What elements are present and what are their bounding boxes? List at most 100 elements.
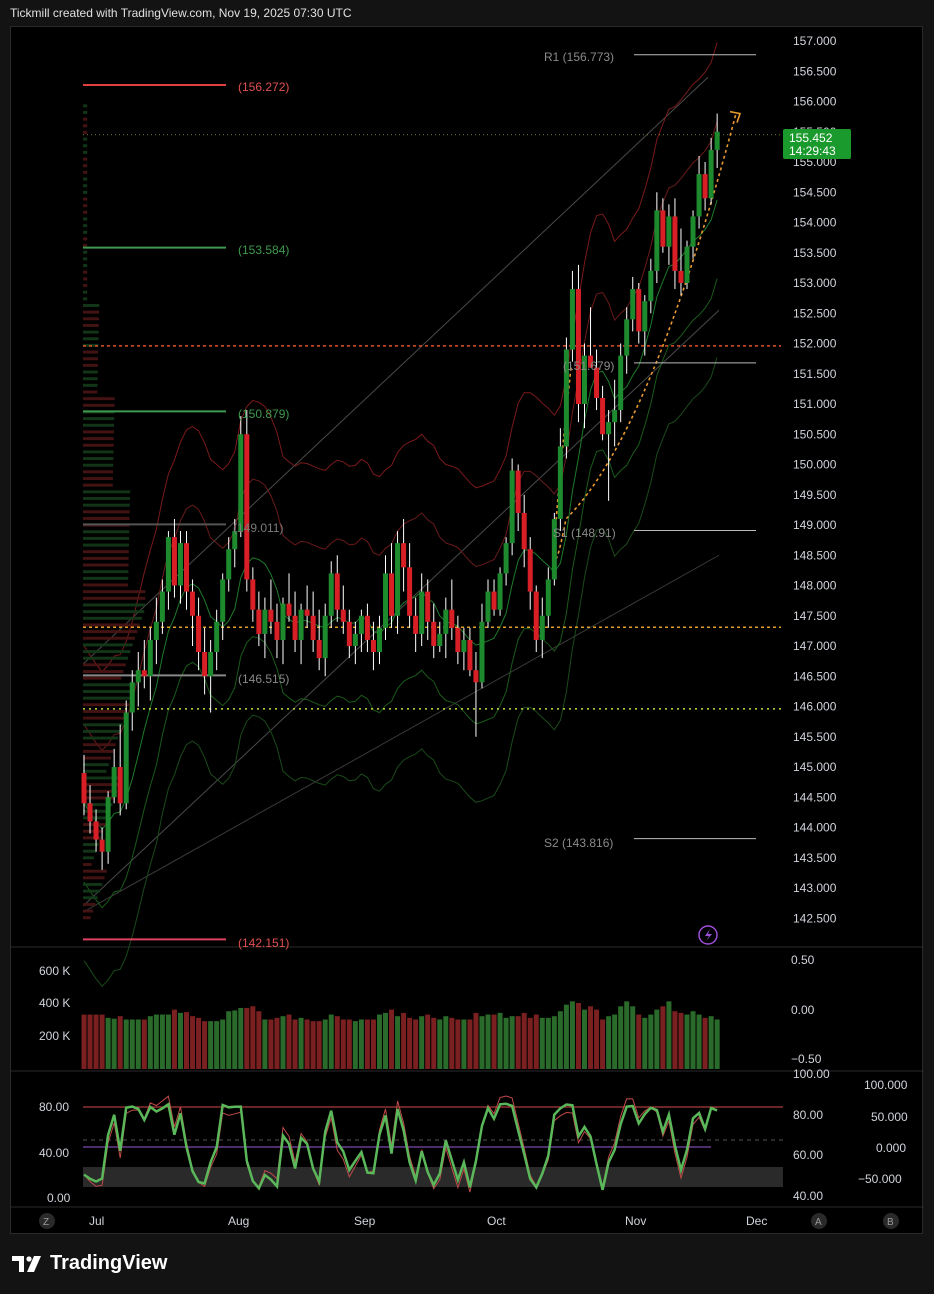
volume-profile-bar	[83, 496, 130, 500]
volume-profile-bar	[83, 570, 129, 574]
candle-body	[545, 579, 551, 616]
volume-profile-bar	[83, 676, 122, 680]
lightning-icon[interactable]	[698, 925, 718, 945]
z-button[interactable]	[39, 1213, 55, 1229]
volume-profile-bar	[83, 397, 115, 401]
volume-bar	[648, 1014, 654, 1069]
candle-body	[93, 821, 99, 840]
volume-profile-bar	[83, 743, 116, 747]
time-axis[interactable]: Jul Aug Sep Oct Nov Dec	[89, 1214, 767, 1228]
b-button[interactable]	[883, 1213, 899, 1229]
candle-body	[129, 682, 135, 713]
vol-tick-400k: 400 K	[39, 996, 70, 1010]
candle-body	[177, 543, 183, 586]
candle-body	[322, 615, 328, 659]
volume-bar	[413, 1019, 419, 1069]
volume-bar	[184, 1012, 190, 1069]
volume-profile-bar	[83, 264, 88, 268]
candle-body	[147, 639, 153, 677]
candle-body	[184, 543, 190, 592]
candle-body	[226, 549, 232, 580]
chart-frame[interactable]: 157.000156.500156.000155.500155.000154.5…	[10, 26, 924, 1235]
volume-profile-bar	[83, 876, 105, 880]
upper-band-inner	[83, 121, 718, 752]
candle-body	[642, 301, 648, 332]
volume-profile-bar	[83, 816, 108, 820]
volume-bar	[545, 1017, 551, 1069]
candle-body	[660, 210, 666, 247]
candle-body	[485, 591, 491, 622]
volume-profile-bar	[83, 403, 115, 407]
price-tick: 142.500	[793, 911, 837, 925]
price-tick: 150.500	[793, 427, 837, 441]
volume-bar	[153, 1014, 159, 1069]
price-tick: 149.500	[793, 488, 837, 502]
price-axis[interactable]: 157.000156.500156.000155.500155.000154.5…	[793, 34, 837, 925]
volume-bar	[467, 1019, 473, 1069]
volume-profile-bar	[83, 689, 135, 693]
volume-bar	[630, 1006, 636, 1069]
candle-body	[250, 579, 256, 610]
volume-bar	[105, 1017, 111, 1069]
candle-body	[527, 549, 533, 592]
current-price-tag	[783, 129, 851, 159]
gray-level-2-label: (146.515)	[238, 672, 289, 686]
a-button[interactable]	[811, 1213, 827, 1229]
chart-header: Tickmill created with TradingView.com, N…	[10, 6, 352, 20]
volume-bar	[196, 1017, 202, 1069]
volume-bar	[123, 1019, 129, 1069]
osc-right-tick-0: 0.000	[876, 1141, 906, 1155]
volume-bar	[654, 1009, 660, 1069]
volume-profile-bar	[83, 490, 131, 494]
volume-profile-bar	[83, 184, 88, 188]
osc-main-line	[83, 1102, 718, 1191]
candle-body	[636, 289, 642, 332]
volume-profile	[83, 104, 146, 920]
volume-profile-bar	[83, 829, 104, 833]
volume-bar	[461, 1019, 467, 1069]
midline-average	[83, 199, 718, 830]
volume-bar	[226, 1011, 232, 1069]
volume-profile-bar	[83, 363, 98, 367]
volume-profile-bar	[83, 224, 88, 228]
candle-body	[208, 652, 214, 677]
candle-body	[135, 670, 141, 683]
volume-profile-bar	[83, 197, 88, 201]
volume-bar	[575, 1003, 581, 1069]
volume-bar	[376, 1014, 382, 1069]
price-tick: 156.000	[793, 95, 837, 109]
price-tick: 148.000	[793, 579, 837, 593]
volume-bar	[93, 1014, 99, 1069]
candle-body	[684, 246, 690, 283]
volume-bar	[491, 1014, 497, 1069]
candle-body	[111, 767, 117, 798]
volume-bar	[588, 1006, 594, 1069]
lower-band-inner	[83, 278, 718, 909]
candle-body	[648, 270, 654, 302]
lower-band-outer	[83, 357, 718, 988]
volume-profile-bar	[83, 536, 130, 540]
osc-tick-40: 40.00	[39, 1146, 69, 1160]
volume-profile-bar	[83, 150, 88, 154]
candle-body	[238, 434, 244, 532]
horizontal-levels	[83, 54, 781, 941]
osc-right-tick-100: 100.000	[864, 1078, 908, 1092]
volume-bar	[581, 1009, 587, 1069]
osc-right-tick-neg50: −50.000	[858, 1172, 902, 1186]
tradingview-footer[interactable]: TradingView	[12, 1252, 167, 1275]
candle-body	[346, 621, 352, 646]
time-label: Aug	[228, 1214, 249, 1228]
volume-bar	[557, 1011, 563, 1069]
volume-profile-bar	[83, 643, 133, 647]
green-level-1-label: (153.584)	[238, 243, 289, 257]
candle-body	[431, 621, 437, 646]
volume-profile-bar	[83, 510, 130, 514]
volume-profile-bar	[83, 909, 94, 913]
volume-profile-bar	[83, 763, 109, 767]
volume-profile-bar	[83, 230, 88, 234]
osc-mid-tick-60: 60.00	[793, 1148, 823, 1162]
projection-arrowhead	[729, 110, 742, 123]
price-tick: 154.500	[793, 185, 837, 199]
chart-svg[interactable]: 157.000156.500156.000155.500155.000154.5…	[11, 27, 924, 1235]
volume-profile-bar	[83, 157, 88, 161]
